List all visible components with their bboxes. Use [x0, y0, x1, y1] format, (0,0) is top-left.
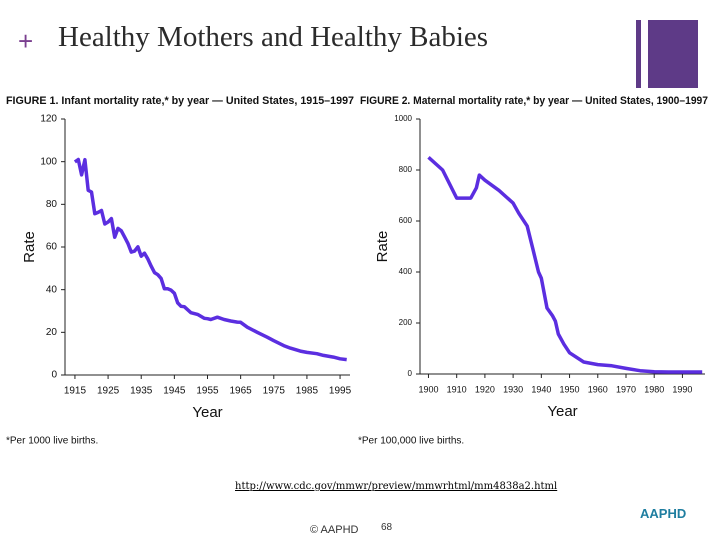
x-tick-label: 1955 — [196, 386, 219, 397]
x-tick-label: 1935 — [130, 386, 153, 397]
y-tick-label: 800 — [399, 165, 413, 174]
y-tick-label: 60 — [46, 242, 58, 253]
footnote: *Per 1000 live births. — [6, 436, 98, 447]
x-tick-label: 1990 — [672, 384, 692, 394]
slide-title: Healthy Mothers and Healthy Babies — [58, 21, 489, 53]
accent-block — [648, 20, 698, 88]
page-number: 68 — [381, 522, 393, 533]
x-tick-label: 1970 — [616, 384, 636, 394]
x-tick-label: 1920 — [475, 384, 495, 394]
accent-bar — [636, 20, 641, 88]
x-axis-label: Year — [192, 404, 222, 421]
y-tick-label: 200 — [399, 318, 413, 327]
y-tick-label: 600 — [399, 216, 413, 225]
x-tick-label: 1930 — [503, 384, 523, 394]
chart-title: FIGURE 1. Infant mortality rate,* by yea… — [6, 95, 354, 107]
x-tick-label: 1925 — [97, 386, 120, 397]
charts: FIGURE 1. Infant mortality rate,* by yea… — [6, 95, 708, 447]
x-tick-label: 1950 — [560, 384, 580, 394]
copyright: © AAPHD — [310, 524, 359, 536]
y-tick-label: 400 — [399, 267, 413, 276]
y-tick-label: 0 — [408, 369, 413, 378]
x-tick-label: 1980 — [644, 384, 664, 394]
source-link[interactable]: http://www.cdc.gov/mmwr/preview/mmwrhtml… — [235, 481, 558, 492]
data-line — [427, 155, 703, 374]
y-tick-label: 120 — [40, 114, 57, 125]
x-tick-label: 1910 — [447, 384, 467, 394]
x-tick-label: 1915 — [64, 386, 87, 397]
y-tick-label: 0 — [51, 370, 57, 381]
x-tick-label: 1975 — [263, 386, 286, 397]
x-tick-label: 1965 — [230, 386, 253, 397]
chart-title: FIGURE 2. Maternal mortality rate,* by y… — [360, 95, 708, 107]
y-tick-label: 20 — [46, 327, 58, 338]
y-axis-label: Rate — [21, 231, 38, 263]
y-tick-label: 1000 — [394, 114, 412, 123]
decoration: + — [18, 26, 34, 56]
x-axis-label: Year — [547, 403, 577, 420]
logo: AAPHD — [640, 506, 687, 521]
x-tick-label: 1900 — [418, 384, 438, 394]
data-line — [73, 157, 347, 362]
y-tick-label: 80 — [46, 199, 58, 210]
footnote: *Per 100,000 live births. — [358, 436, 464, 447]
x-tick-label: 1940 — [531, 384, 551, 394]
y-tick-label: 100 — [40, 156, 57, 167]
x-tick-label: 1945 — [163, 386, 186, 397]
y-tick-label: 40 — [46, 284, 58, 295]
y-axis-label: Rate — [374, 231, 391, 263]
x-tick-label: 1995 — [329, 386, 352, 397]
x-tick-label: 1960 — [588, 384, 608, 394]
x-tick-label: 1985 — [296, 386, 319, 397]
